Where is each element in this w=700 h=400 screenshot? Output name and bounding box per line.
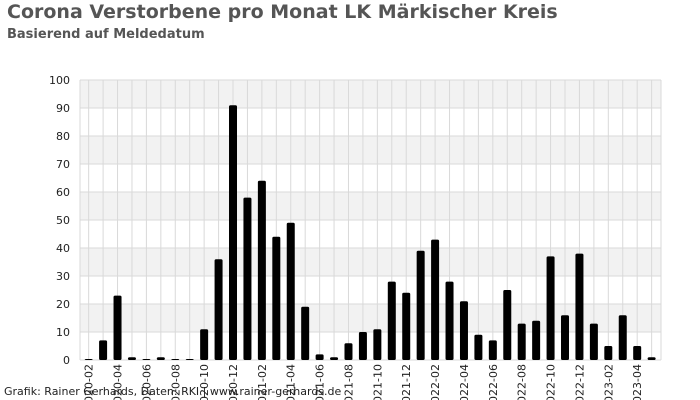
x-tick-label: 2020-06 <box>140 364 153 400</box>
bar-2020-07 <box>156 357 165 360</box>
bar-2021-07 <box>330 357 339 360</box>
bar-2023-02 <box>604 346 613 360</box>
bar-2021-11 <box>387 281 396 360</box>
x-tick-label: 2020-08 <box>169 364 182 400</box>
x-tick-label: 2021-04 <box>285 364 298 400</box>
x-tick-label: 2020-10 <box>198 364 211 400</box>
bar-2020-12 <box>229 105 238 360</box>
bar-2021-12 <box>402 292 411 360</box>
chart-title: Corona Verstorbene pro Monat LK Märkisch… <box>7 1 558 23</box>
y-tick-label: 60 <box>56 186 70 199</box>
bar-2020-03 <box>99 340 108 360</box>
x-tick-label: 2021-12 <box>400 364 413 400</box>
grid-band <box>80 80 661 108</box>
bar-2021-04 <box>286 222 295 360</box>
x-tick-label: 2022-02 <box>429 364 442 400</box>
x-tick-label: 2020-12 <box>227 364 240 400</box>
bar-2022-07 <box>503 290 512 360</box>
bar-2020-06 <box>142 359 151 360</box>
bar-2022-08 <box>517 323 526 360</box>
bar-2021-10 <box>373 329 382 360</box>
grid-band <box>80 304 661 332</box>
x-tick-label: 2021-08 <box>342 364 355 400</box>
x-tick-label: 2023-02 <box>602 364 615 400</box>
bar-2023-03 <box>618 315 627 360</box>
y-tick-label: 50 <box>56 214 70 227</box>
bar-2023-01 <box>589 323 598 360</box>
y-tick-label: 0 <box>63 354 70 367</box>
bar-2020-02 <box>84 359 93 360</box>
x-tick-label: 2021-10 <box>371 364 384 400</box>
chart-subtitle: Basierend auf Meldedatum <box>7 27 205 42</box>
bar-2020-10 <box>200 329 209 360</box>
x-tick-label: 2023-04 <box>631 364 644 400</box>
x-tick-label: 2022-04 <box>458 364 471 400</box>
y-tick-label: 80 <box>56 130 70 143</box>
y-tick-label: 90 <box>56 102 70 115</box>
x-tick-label: 2022-06 <box>487 364 500 400</box>
x-tick-label: 2020-02 <box>83 364 96 400</box>
bar-2022-05 <box>474 334 483 360</box>
bar-2021-08 <box>344 343 353 360</box>
y-tick-label: 70 <box>56 158 70 171</box>
bar-2020-11 <box>214 259 223 360</box>
bar-2021-05 <box>301 306 310 360</box>
bar-2022-02 <box>431 239 440 360</box>
bar-2021-01 <box>243 197 252 360</box>
x-tick-label: 2022-08 <box>516 364 529 400</box>
bar-2022-01 <box>416 250 425 360</box>
grid-band <box>80 192 661 220</box>
bar-2022-11 <box>561 315 570 360</box>
x-tick-label: 2021-06 <box>314 364 327 400</box>
grid-band <box>80 248 661 276</box>
y-tick-label: 10 <box>56 326 70 339</box>
bar-2022-03 <box>445 281 454 360</box>
bar-2022-09 <box>532 320 541 360</box>
bar-2020-09 <box>185 359 194 360</box>
bar-2020-08 <box>171 359 180 360</box>
bar-2021-09 <box>358 332 367 360</box>
bar-2021-06 <box>315 354 324 360</box>
bar-2022-10 <box>546 256 555 360</box>
grid-band <box>80 136 661 164</box>
bar-2022-12 <box>575 253 584 360</box>
y-tick-label: 100 <box>49 74 70 87</box>
y-tick-label: 30 <box>56 270 70 283</box>
bar-2021-02 <box>257 180 266 360</box>
bar-2023-04 <box>633 346 642 360</box>
source-credit: Grafik: Rainer Gerhards, Daten: RKI | ww… <box>4 385 342 398</box>
x-tick-label: 2022-10 <box>545 364 558 400</box>
bar-2022-06 <box>488 340 497 360</box>
x-tick-label: 2021-02 <box>256 364 269 400</box>
bar-2020-05 <box>127 357 136 360</box>
bar-2020-04 <box>113 295 122 360</box>
bar-2022-04 <box>459 301 468 360</box>
x-tick-label: 2020-04 <box>112 364 125 400</box>
x-tick-label: 2022-12 <box>573 364 586 400</box>
y-tick-label: 40 <box>56 242 70 255</box>
bar-2021-03 <box>272 236 281 360</box>
y-tick-label: 20 <box>56 298 70 311</box>
bar-2023-05 <box>647 357 656 360</box>
